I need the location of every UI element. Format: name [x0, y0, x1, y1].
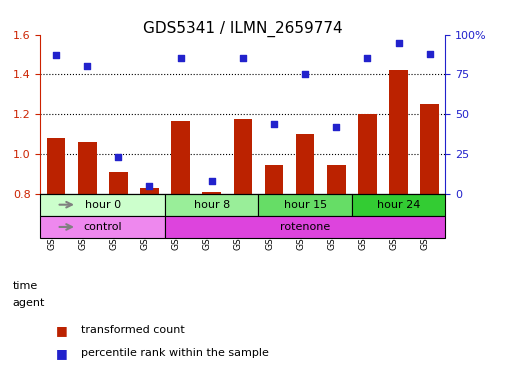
Text: hour 0: hour 0: [84, 200, 121, 210]
Bar: [358, 114, 376, 353]
Bar: [46, 138, 65, 353]
Text: GDS5341 / ILMN_2659774: GDS5341 / ILMN_2659774: [143, 21, 342, 37]
FancyBboxPatch shape: [351, 194, 444, 216]
FancyBboxPatch shape: [258, 194, 351, 216]
Point: [300, 71, 309, 78]
Text: time: time: [13, 281, 38, 291]
Bar: [326, 165, 345, 353]
Bar: [140, 188, 159, 353]
Point: [207, 178, 215, 184]
Point: [145, 182, 153, 189]
Bar: [109, 172, 127, 353]
Text: hour 8: hour 8: [193, 200, 229, 210]
FancyBboxPatch shape: [40, 194, 165, 216]
FancyBboxPatch shape: [165, 216, 444, 238]
Text: ■: ■: [56, 324, 67, 337]
Point: [52, 52, 60, 58]
Point: [176, 55, 184, 61]
Text: rotenone: rotenone: [279, 222, 330, 232]
FancyBboxPatch shape: [165, 194, 258, 216]
Text: hour 15: hour 15: [283, 200, 326, 210]
Text: agent: agent: [13, 298, 45, 308]
Bar: [295, 134, 314, 353]
Point: [114, 154, 122, 160]
Point: [425, 51, 433, 57]
Point: [270, 121, 278, 127]
Bar: [202, 192, 221, 353]
Bar: [171, 121, 189, 353]
Text: ■: ■: [56, 347, 67, 360]
Point: [332, 124, 340, 130]
Bar: [78, 142, 96, 353]
FancyBboxPatch shape: [40, 216, 165, 238]
Text: transformed count: transformed count: [81, 325, 184, 335]
Bar: [264, 165, 283, 353]
Text: control: control: [83, 222, 122, 232]
Text: hour 24: hour 24: [376, 200, 420, 210]
Point: [363, 55, 371, 61]
Bar: [388, 70, 407, 353]
Point: [238, 55, 246, 61]
Point: [394, 40, 402, 46]
Point: [83, 63, 91, 70]
Bar: [233, 119, 251, 353]
Text: percentile rank within the sample: percentile rank within the sample: [81, 348, 268, 358]
Bar: [420, 104, 438, 353]
